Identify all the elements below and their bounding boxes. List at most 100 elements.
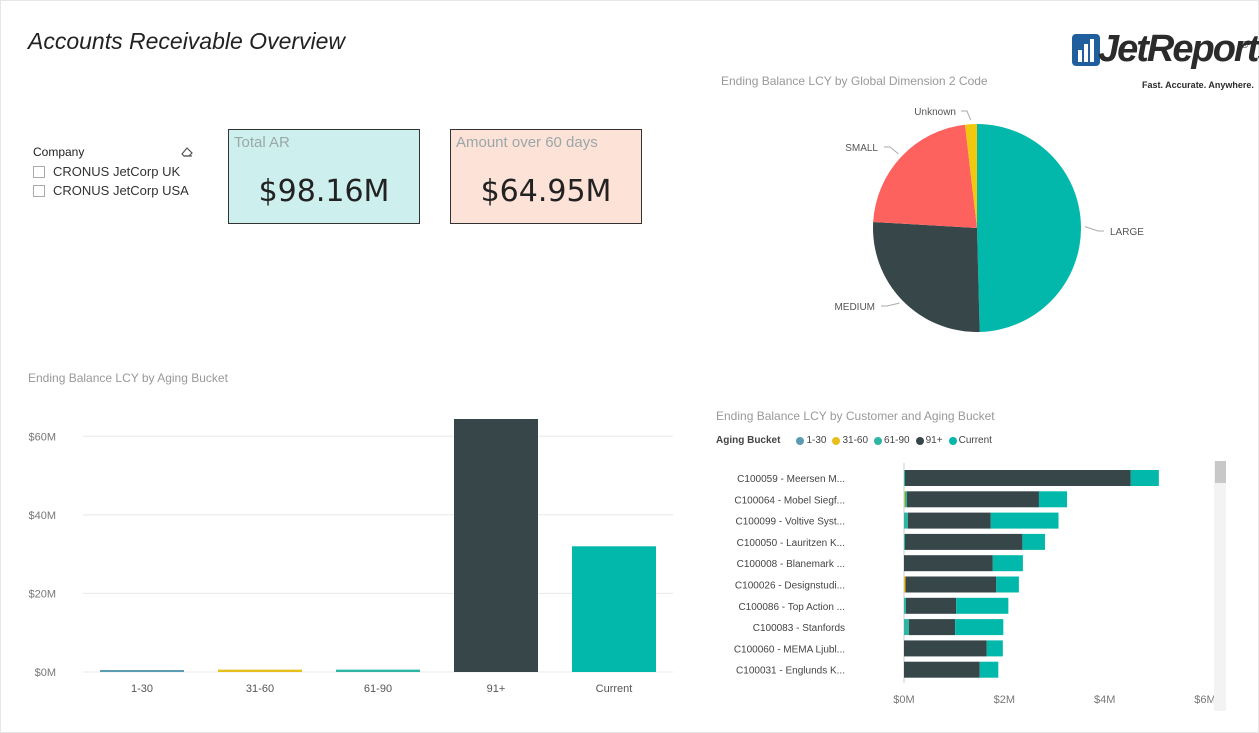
legend-item: 31-60 [832,435,868,446]
stacked-bar-segment[interactable] [904,470,906,486]
pie-chart[interactable]: LARGE MEDIUM SMALL Unknown [700,95,1160,355]
jetreports-logo [1068,30,1250,96]
pie-slice-unknown[interactable] [965,124,977,228]
pie-slice-medium[interactable] [873,222,980,332]
pie-slice-small[interactable] [873,124,977,228]
y-category-label: C100031 - Englunds K... [736,666,845,677]
stacked-bar-segment[interactable] [907,491,1039,508]
pie-chart-title: Ending Balance LCY by Global Dimension 2… [721,74,988,88]
column-bar-1-30[interactable] [100,670,184,672]
y-category-label: C100064 - Mobel Siegf... [734,495,845,506]
scrollbar-thumb[interactable] [1215,461,1226,483]
legend-label: 1-30 [806,435,827,446]
scrollbar-track[interactable] [1214,461,1226,711]
customer-stacked-bar-chart[interactable]: C100059 - Meersen M... C100064 - Mobel Si… [700,458,1220,713]
x-tick-label: 91+ [487,683,506,695]
stacked-bar-segment[interactable] [905,533,1023,550]
stacked-bar-segment[interactable] [996,576,1019,593]
aging-bucket-column-chart[interactable]: $0M $20M $40M $60M 1-30 31-60 61-90 91+ Current [20,400,685,710]
stacked-bar-segment[interactable] [956,597,1009,614]
y-category-label: C100083 - Stanfords [753,623,845,634]
legend-item: 61-90 [874,435,910,446]
card-value: $98.16M [258,174,390,209]
card-value: $64.95M [480,174,612,209]
x-tick-label: Current [596,683,633,695]
column-chart-title: Ending Balance LCY by Aging Bucket [28,371,228,385]
stacked-bar-segment[interactable] [905,491,908,508]
column-bar-61-90[interactable] [336,669,420,672]
total-ar-card[interactable]: Total AR $98.16M [228,129,420,224]
stacked-bar-segment[interactable] [992,555,1023,572]
column-bar-31-60[interactable] [218,669,302,672]
stacked-bar-segment[interactable] [909,619,956,636]
stacked-bar-segment[interactable] [1038,491,1068,508]
x-tick-label: 61-90 [364,683,392,695]
stacked-bar-segment[interactable] [908,512,991,529]
stacked-bar-segment[interactable] [1022,533,1045,550]
y-category-label: C100059 - Meersen M... [737,474,845,485]
y-category-label: C100086 - Top Action ... [738,602,845,613]
logo-chart-icon [1072,34,1100,66]
logo-wordmark: JetReports [1098,28,1259,70]
x-tick-label: $4M [1094,694,1115,706]
stacked-bar-segment[interactable] [904,640,987,657]
slicer-item-uk[interactable]: CRONUS JetCorp UK [33,164,180,179]
stacked-bar-segment[interactable] [904,576,906,593]
y-category-label: C100060 - MEMA Ljubl... [734,644,845,655]
stacked-bar-segment[interactable] [904,491,906,508]
card-label: Amount over 60 days [456,134,598,151]
column-bar-91+[interactable] [454,419,538,672]
stacked-bar-segment[interactable] [990,512,1059,529]
checkbox-icon[interactable] [33,184,45,197]
legend-dot-icon [948,436,957,445]
y-tick-label: $20M [28,588,56,600]
logo-tagline: Fast. Accurate. Anywhere. [1142,80,1254,90]
stacked-bar-segment[interactable] [905,576,997,593]
y-category-label: C100008 - Blanemark ... [737,559,845,570]
over-60-days-card[interactable]: Amount over 60 days $64.95M [450,129,642,224]
x-tick-label: 31-60 [246,683,274,695]
slicer-item-usa[interactable]: CRONUS JetCorp USA [33,183,189,198]
column-bar-Current[interactable] [572,546,656,672]
pie-leader-line [1084,226,1104,232]
slicer-item-label: CRONUS JetCorp USA [53,183,189,198]
stacked-bar-segment[interactable] [904,597,907,614]
legend-dot-icon [874,436,883,445]
stacked-bar-segment[interactable] [955,619,1004,636]
stacked-bar-segment[interactable] [986,640,1003,657]
stacked-bar-segment[interactable] [904,533,906,550]
pie-slice-large[interactable] [977,124,1082,332]
pie-slice-label: SMALL [845,143,878,154]
y-category-label: C100050 - Lauritzen K... [737,538,845,549]
x-tick-label: $6M [1194,694,1215,706]
pie-slice-label: MEDIUM [834,302,875,313]
checkbox-icon[interactable] [33,165,45,178]
y-tick-label: $40M [28,510,56,522]
stacked-bar-segment[interactable] [904,619,910,636]
slicer-item-label: CRONUS JetCorp UK [53,164,181,179]
legend-label: 31-60 [842,435,869,446]
stacked-bar-segment[interactable] [979,661,999,678]
pie-leader-line [961,110,972,121]
legend-label: 91+ [925,435,943,446]
legend-label: Current [958,435,992,446]
legend-dot-icon [796,436,805,445]
stacked-bar-segment[interactable] [904,555,993,572]
pie-slice-label: Unknown [914,107,956,118]
legend-dot-icon [832,436,841,445]
stacked-bar-segment[interactable] [904,661,980,678]
y-category-label: C100099 - Voltive Syst... [735,517,845,528]
stacked-bar-segment[interactable] [906,597,957,614]
stacked-bar-chart-title: Ending Balance LCY by Customer and Aging… [716,409,995,423]
x-tick-label: 1-30 [131,683,153,695]
y-tick-label: $60M [28,431,56,443]
pie-slice-label: LARGE [1110,227,1144,238]
x-tick-label: $0M [893,694,914,706]
legend-item: 1-30 [796,435,826,446]
eraser-icon[interactable] [180,145,194,159]
stacked-bar-segment[interactable] [1130,470,1159,486]
stacked-bar-segment[interactable] [905,470,1131,486]
logo-registered-mark: ® [1241,40,1249,51]
stacked-bar-segment[interactable] [904,512,909,529]
chart-legend: Aging Bucket 1-30 31-60 61-90 91+ Curren… [716,435,992,446]
